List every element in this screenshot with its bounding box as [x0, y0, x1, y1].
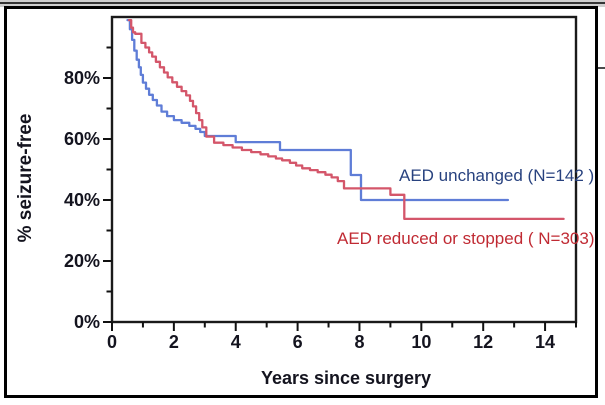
- curve-aed-reduced-or-stopped: [127, 18, 565, 221]
- x-tick-label: 10: [411, 332, 432, 352]
- y-tick-label: 20%: [63, 251, 100, 271]
- x-tick-label: 0: [106, 332, 117, 352]
- y-tick-label: 80%: [63, 68, 100, 88]
- series-label-aed-reduced-or-stopped: AED reduced or stopped ( N=303): [337, 229, 595, 248]
- y-axis-title: % seizure-free: [15, 113, 36, 243]
- right-edge-artifact: [598, 67, 605, 69]
- top-edge-line: [0, 2, 605, 4]
- y-tick-label: 60%: [63, 129, 100, 149]
- x-axis-title: Years since surgery: [260, 368, 432, 388]
- x-tick-label: 2: [168, 332, 179, 352]
- series-label-aed-unchanged: AED unchanged (N=142 ): [399, 166, 595, 185]
- x-tick-label: 14: [535, 332, 556, 352]
- x-tick-label: 12: [473, 332, 494, 352]
- y-tick-label: 0%: [73, 312, 100, 332]
- x-tick-label: 6: [292, 332, 303, 352]
- figure-border: [4, 6, 598, 398]
- top-edge-strip: [0, 0, 605, 7]
- curve-aed-unchanged: [126, 18, 510, 202]
- x-tick-label: 4: [230, 332, 241, 352]
- x-tick-label: 8: [354, 332, 365, 352]
- y-tick-label: 40%: [63, 190, 100, 210]
